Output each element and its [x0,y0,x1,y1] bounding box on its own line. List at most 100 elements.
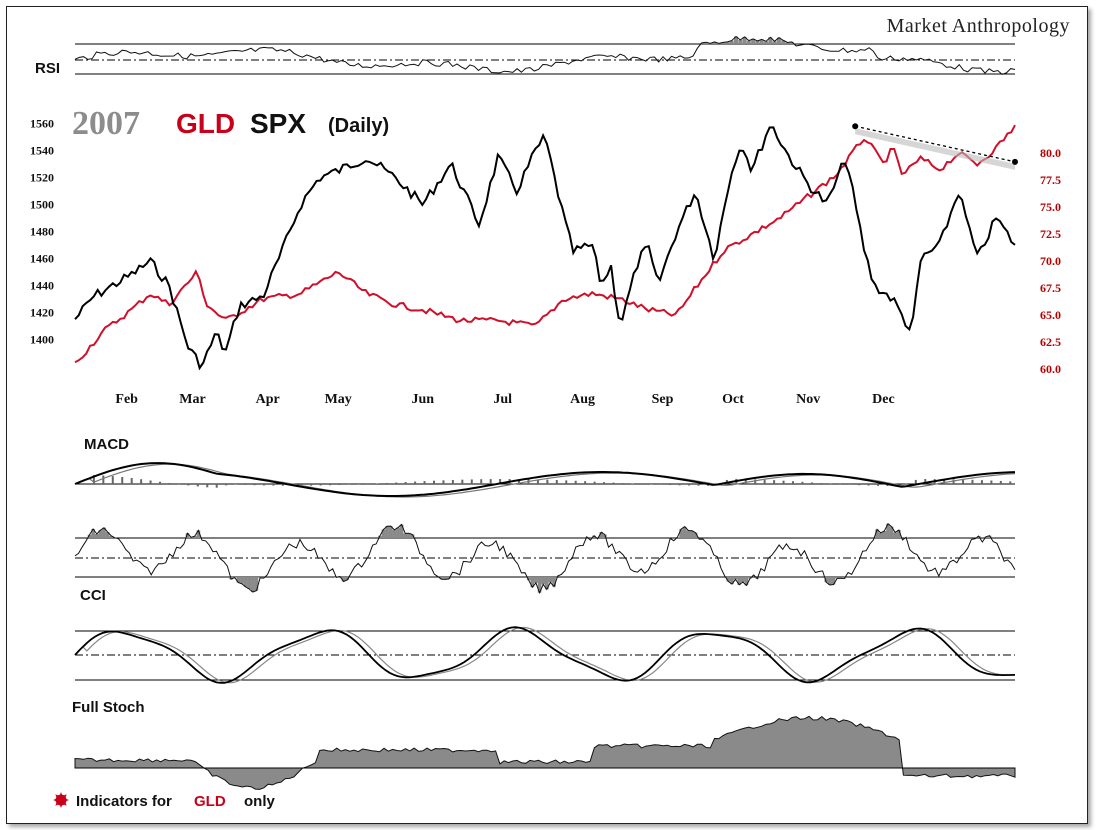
burst-icon [53,792,69,808]
month-label: Jul [493,392,512,407]
trendline-end-dot [1012,158,1018,165]
macd-histogram-bar [461,479,464,484]
footnote: Indicators for GLD only [53,792,275,810]
macd-histogram-bar [376,483,379,484]
title-gld: GLD [176,108,235,139]
spx-axis-ticks: 1560 1540 1520 1500 1480 1460 1440 1420 1400 [30,117,54,347]
macd-histogram-bar [130,478,133,484]
stoch-panel: Full Stoch [72,626,1016,716]
spx-tick-label: 1460 [30,252,54,266]
macd-histogram-bar [385,482,388,484]
macd-histogram-bar [801,481,804,484]
month-label: Dec [872,392,895,407]
rsi-line [74,35,1016,75]
macd-histogram-bar [754,479,757,484]
macd-histogram-bar [990,480,993,484]
rsi-panel: RSI [35,35,1016,77]
month-label: Feb [115,392,138,407]
macd-histogram-bar [867,484,870,486]
macd-histogram-bar [225,484,228,486]
spx-series-line [74,126,1016,371]
footnote-suffix: only [244,793,275,810]
trendline-shadow [855,128,1015,170]
gld-tick-label: 67.5 [1040,281,1061,295]
cci-upper-fill [87,523,992,538]
macd-histogram-bar [347,484,350,485]
macd-histogram-bar [489,479,492,484]
macd-histogram-bar [102,475,105,484]
month-label: Sep [652,392,674,407]
macd-histogram-bar [820,483,823,484]
cci-label: CCI [80,587,106,604]
macd-histogram-bar [555,480,558,484]
macd-histogram-bar [886,484,889,487]
macd-histogram-bar [744,479,747,484]
month-label: Apr [256,392,280,407]
gld-tick-label: 62.5 [1040,335,1061,349]
macd-panel: MACD [74,436,1016,498]
title-period: (Daily) [328,115,389,137]
month-label: Mar [179,392,205,407]
rsi-overbought-fill [699,36,794,44]
month-label: Aug [570,392,595,407]
cci-lower-fill [229,577,847,593]
macd-histogram-bar [262,484,265,486]
macd-histogram-bar [281,484,284,486]
macd-histogram-bar [300,484,303,486]
macd-histogram-bar [697,484,700,486]
macd-histogram-bar [773,480,776,484]
month-label: May [325,392,352,407]
spx-tick-label: 1400 [30,333,54,347]
gld-tick-label: 70.0 [1040,254,1061,268]
rsi-label: RSI [35,60,60,77]
macd-histogram-bar [546,479,549,484]
gld-series-line [74,124,1016,364]
macd-histogram-bar [536,479,539,484]
stoch-d-line [74,626,1015,684]
macd-histogram-bar [914,479,917,484]
spx-tick-label: 1480 [30,225,54,239]
macd-histogram-bar [971,479,974,484]
gld-tick-label: 77.5 [1040,173,1061,187]
footnote-ticker: GLD [194,793,226,810]
macd-histogram-bar [574,480,577,484]
macd-histogram-bar [149,480,152,484]
macd-histogram-bar [338,484,341,485]
spx-tick-label: 1520 [30,171,54,185]
macd-histogram-bar [593,481,596,484]
brand-name: Market Anthropology [887,15,1070,37]
macd-histogram-bar [253,484,256,486]
gld-tick-label: 75.0 [1040,200,1061,214]
macd-histogram-bar [168,483,171,484]
macd-line [74,462,1016,497]
macd-histogram-bar [877,484,880,486]
macd-histogram-bar [310,484,313,486]
macd-histogram-bar [621,483,624,484]
macd-histogram-bar [962,479,965,484]
month-label: Jun [412,392,435,407]
macd-histogram-bar [782,480,785,484]
macd-histogram-bar [499,479,502,484]
macd-histogram-bar [196,484,199,487]
cci-line [74,523,1016,595]
macd-histogram-bar [603,482,606,484]
spx-tick-label: 1560 [30,117,54,131]
macd-histogram-bar [952,479,955,484]
month-label: Oct [722,392,744,407]
macd-histogram-bar [1009,481,1012,484]
macd-label: MACD [84,436,129,453]
title-year: 2007 [72,105,140,142]
macd-histogram-bar [414,481,417,484]
macd-histogram-bar [432,480,435,484]
gld-tick-label: 65.0 [1040,308,1061,322]
macd-histogram-bar [565,480,568,484]
macd-histogram-bar [244,484,247,485]
macd-histogram-bar [980,480,983,484]
macd-histogram-bar [584,481,587,484]
title-spx: SPX [250,108,306,139]
stoch-label: Full Stoch [72,699,145,716]
footnote-prefix: Indicators for [76,793,172,810]
month-label: Nov [796,392,820,407]
spx-tick-label: 1540 [30,144,54,158]
macd-histogram-bar [612,482,615,484]
